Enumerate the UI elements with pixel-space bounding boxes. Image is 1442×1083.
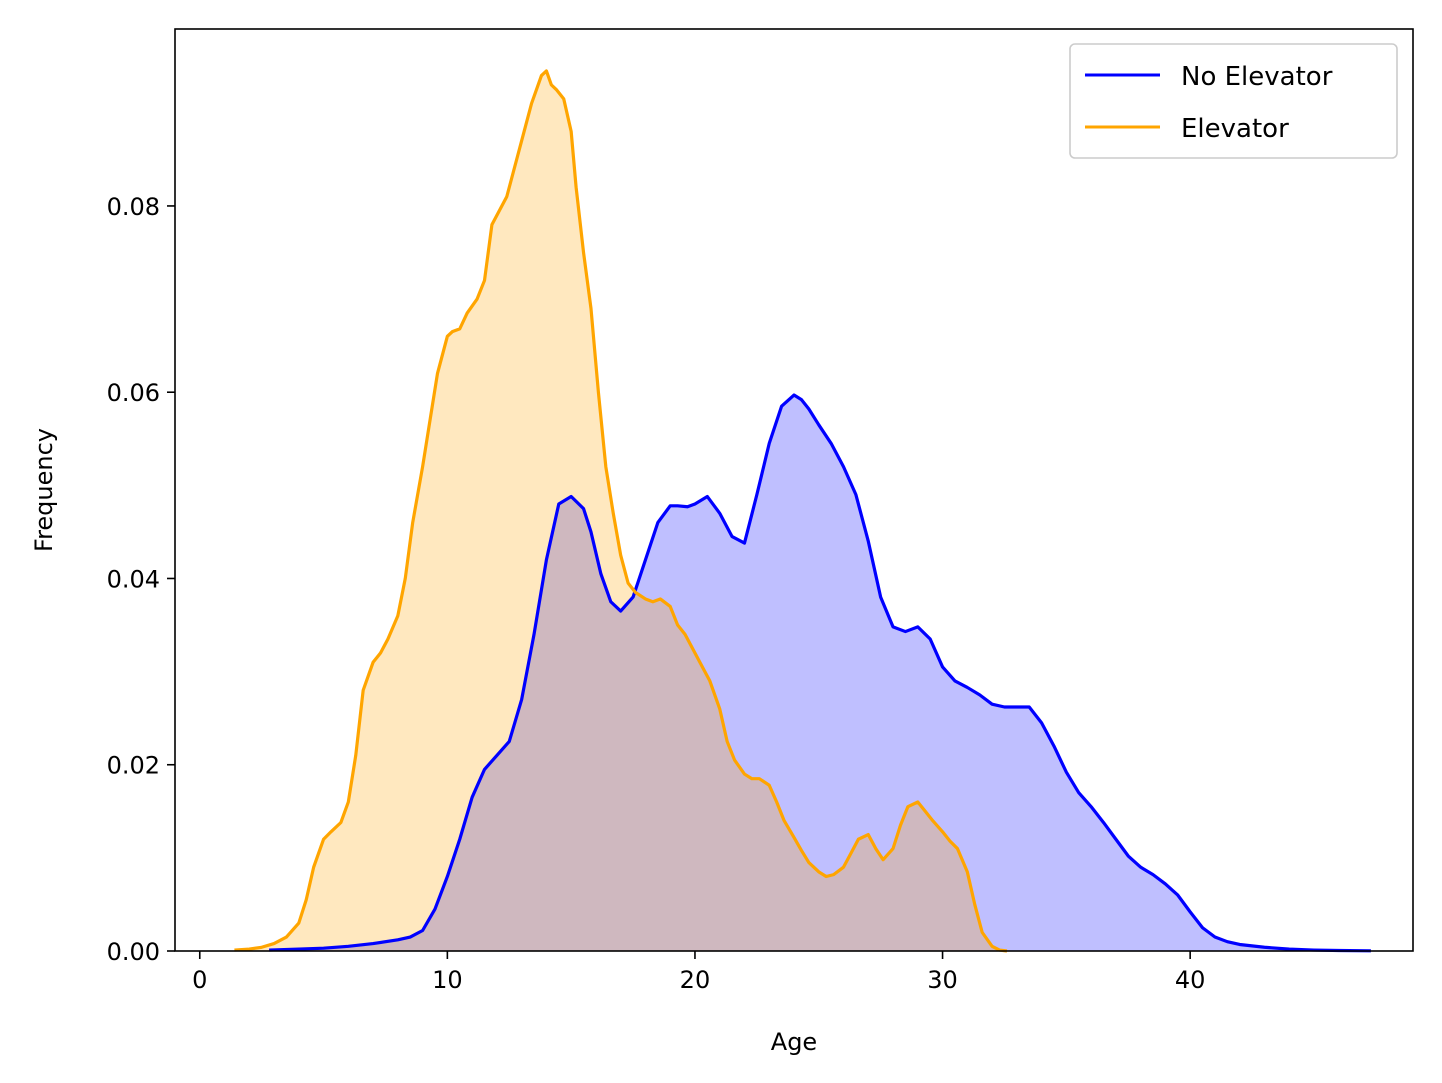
series-line-no-elevator bbox=[269, 393, 1371, 953]
y-axis-ticks: 0.00 0.02 0.04 0.06 0.08 bbox=[107, 193, 175, 966]
plot-frame bbox=[174, 28, 1414, 952]
area-fill-elevator bbox=[234, 70, 1007, 951]
y-tick-label: 0.00 bbox=[107, 938, 160, 966]
x-axis-ticks: 0 10 20 30 40 bbox=[192, 951, 1205, 994]
y-tick-label: 0.02 bbox=[107, 752, 160, 780]
series-line-elevator bbox=[234, 69, 1008, 953]
legend-box bbox=[1069, 43, 1398, 159]
legend-label-elevator: Elevator bbox=[1181, 114, 1289, 144]
y-tick-label: 0.08 bbox=[107, 193, 160, 221]
legend-label-no-elevator: No Elevator bbox=[1181, 62, 1333, 92]
y-axis-label: Frequency bbox=[30, 428, 58, 552]
y-tick-label: 0.04 bbox=[107, 565, 160, 593]
x-tick-label: 40 bbox=[1175, 966, 1206, 994]
series-layer bbox=[234, 69, 1371, 953]
x-tick-label: 20 bbox=[680, 966, 711, 994]
legend: No Elevator Elevator bbox=[1069, 43, 1398, 159]
area-fill-no-elevator bbox=[269, 395, 1371, 951]
x-tick-label: 30 bbox=[927, 966, 958, 994]
x-tick-label: 10 bbox=[432, 966, 463, 994]
x-tick-label: 0 bbox=[192, 966, 207, 994]
x-axis-label: Age bbox=[771, 1028, 817, 1056]
y-tick-label: 0.06 bbox=[107, 379, 160, 407]
